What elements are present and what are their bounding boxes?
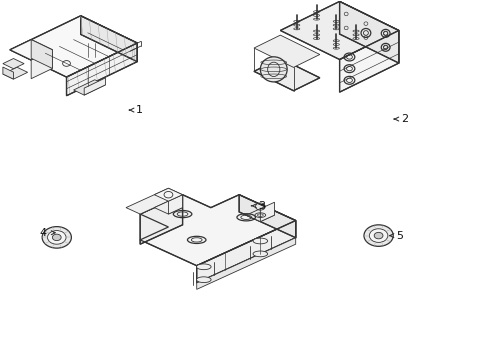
- Polygon shape: [81, 16, 137, 62]
- Text: 1: 1: [136, 105, 143, 115]
- Polygon shape: [10, 16, 137, 77]
- Text: 5: 5: [396, 231, 403, 240]
- Circle shape: [42, 226, 71, 248]
- Polygon shape: [154, 201, 182, 214]
- Polygon shape: [280, 1, 398, 59]
- Polygon shape: [73, 80, 105, 95]
- Polygon shape: [10, 40, 52, 60]
- Polygon shape: [31, 50, 52, 79]
- Polygon shape: [196, 238, 295, 289]
- Circle shape: [368, 229, 387, 242]
- Polygon shape: [66, 43, 137, 96]
- Polygon shape: [260, 202, 274, 222]
- Polygon shape: [31, 40, 52, 68]
- Polygon shape: [253, 35, 319, 67]
- Text: 4: 4: [40, 228, 47, 238]
- Polygon shape: [239, 195, 295, 238]
- Polygon shape: [126, 188, 182, 214]
- Polygon shape: [339, 1, 398, 63]
- Polygon shape: [3, 59, 24, 69]
- Circle shape: [373, 232, 382, 239]
- Circle shape: [363, 225, 392, 246]
- Polygon shape: [3, 67, 28, 79]
- Polygon shape: [339, 31, 398, 92]
- Ellipse shape: [260, 57, 286, 82]
- Circle shape: [52, 234, 61, 240]
- Polygon shape: [140, 195, 295, 266]
- Ellipse shape: [196, 277, 211, 283]
- Polygon shape: [84, 78, 105, 95]
- Circle shape: [47, 230, 66, 244]
- Polygon shape: [245, 209, 274, 222]
- Polygon shape: [154, 188, 182, 201]
- Text: 3: 3: [258, 201, 264, 211]
- Polygon shape: [168, 195, 182, 214]
- Polygon shape: [140, 195, 182, 244]
- Ellipse shape: [252, 251, 267, 257]
- Polygon shape: [253, 58, 319, 91]
- Ellipse shape: [196, 264, 211, 270]
- Polygon shape: [3, 67, 14, 79]
- Text: 2: 2: [400, 114, 407, 124]
- Polygon shape: [196, 221, 295, 283]
- Ellipse shape: [252, 238, 267, 244]
